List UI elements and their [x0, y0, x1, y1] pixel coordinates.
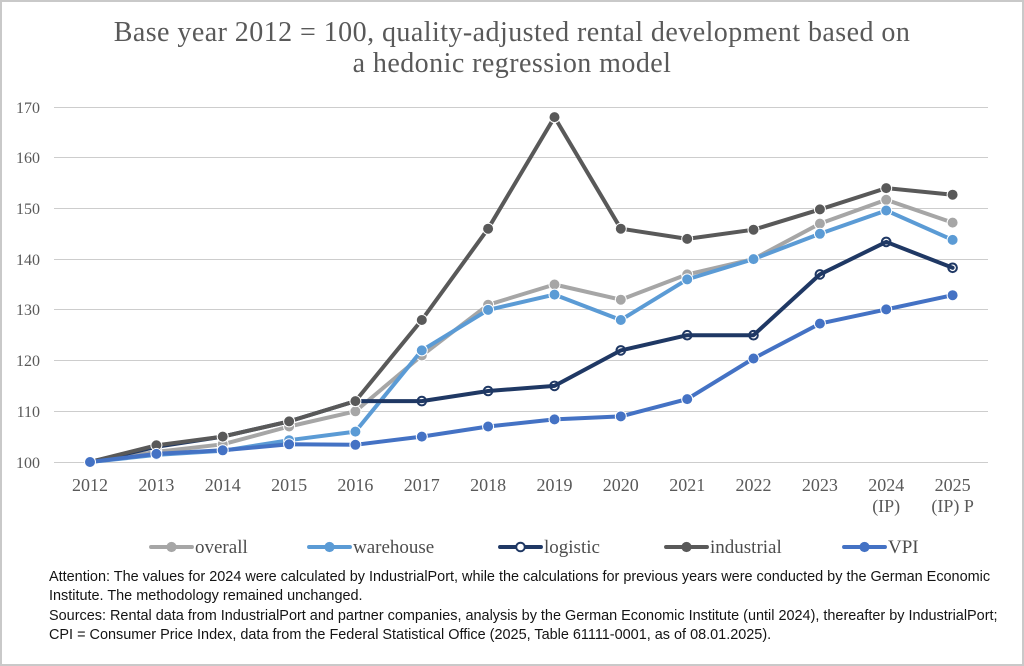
svg-text:VPI: VPI	[888, 537, 919, 558]
svg-text:logistic: logistic	[544, 537, 600, 558]
svg-text:industrial: industrial	[710, 537, 782, 558]
svg-text:overall: overall	[195, 537, 248, 558]
svg-text:warehouse: warehouse	[353, 537, 434, 558]
